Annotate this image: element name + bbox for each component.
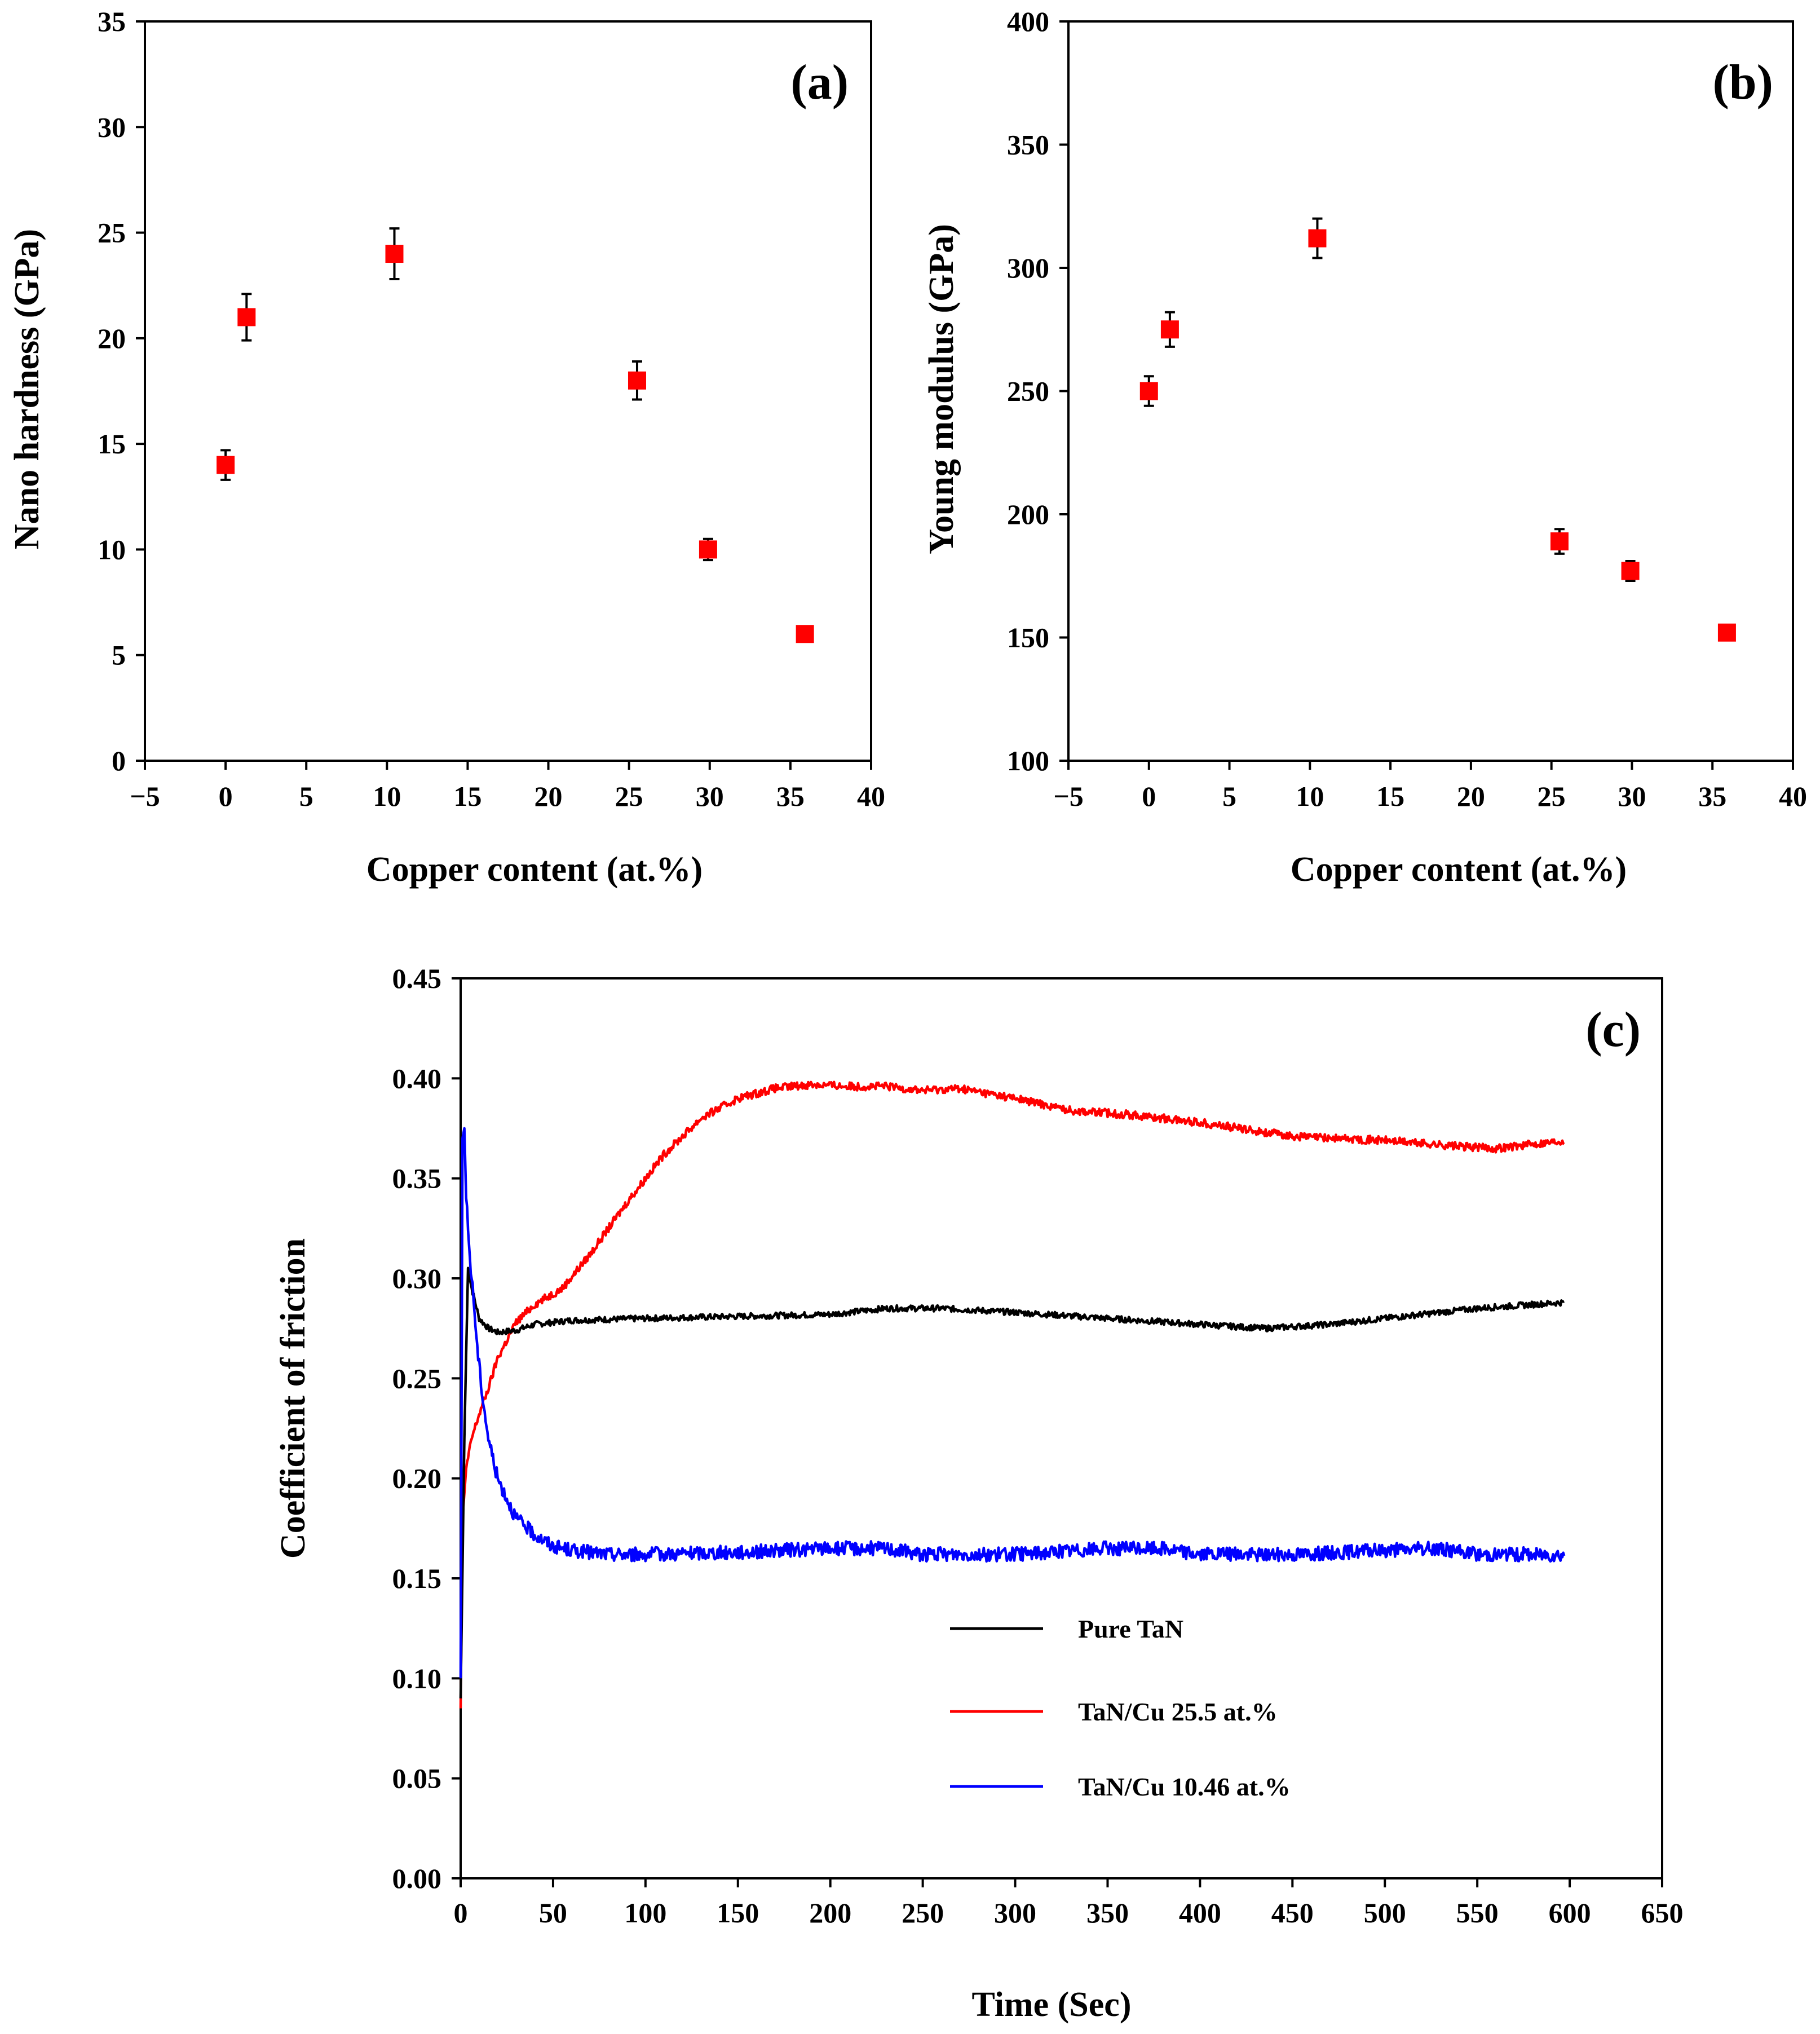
panel-b-modulus-chart: Young modulus (GPa) Copper content (at.%…: [922, 6, 1807, 889]
panel-b-x-tick-label: 0: [1142, 780, 1156, 812]
panel-c-x-tick-label: 50: [539, 1897, 567, 1929]
panel-a-y-tick-label: 25: [98, 217, 126, 249]
panel-c-x-tick-label: 200: [809, 1897, 851, 1929]
panel-b-data-point: [1550, 532, 1569, 551]
panel-a-hardness-chart: Nano hardness (GPa) Copper content (at.%…: [8, 6, 885, 889]
panel-b-data-point: [1717, 623, 1736, 642]
panel-a-x-tick-label: 30: [696, 780, 724, 812]
panel-c-x-tick-label: 650: [1641, 1897, 1684, 1929]
panel-b-data-point: [1139, 382, 1158, 400]
panel-a-y-tick-label: 10: [98, 533, 126, 565]
panel-a-y-tick-label: 0: [112, 745, 126, 776]
panel-a-y-tick-label: 5: [112, 639, 126, 671]
panel-a-x-axis-title: Copper content (at.%): [366, 850, 703, 889]
series-line-tan-cu-10-46-at-: [459, 1127, 1566, 1679]
panel-c-x-tick-label: 600: [1549, 1897, 1591, 1929]
panel-a-y-tick-label: 30: [98, 111, 126, 143]
panel-c-y-tick-label: 0.40: [392, 1062, 442, 1094]
panel-b-x-tick-label: 20: [1457, 780, 1485, 812]
panel-b-y-tick-label: 300: [1007, 252, 1049, 284]
panel-c-y-tick-label: 0.05: [392, 1763, 442, 1794]
panel-b-x-tick-label: −5: [1053, 780, 1084, 812]
panel-c-friction-chart: Coefficient of friction Time (Sec) (c) P…: [274, 963, 1684, 2024]
panel-b-data-point: [1160, 320, 1179, 339]
panel-a-data-point: [217, 456, 235, 474]
panel-c-y-tick-label: 0.25: [392, 1362, 442, 1394]
panel-a-data-point: [699, 540, 717, 559]
panel-b-data-point: [1621, 562, 1640, 580]
panel-c-y-axis-title: Coefficient of friction: [274, 1238, 312, 1559]
panel-c-x-tick-label: 100: [624, 1897, 666, 1929]
panel-b-x-tick-label: 30: [1618, 780, 1646, 812]
panel-a-x-tick-label: −5: [130, 780, 160, 812]
panel-c-legend: Pure TaN TaN/Cu 25.5 at.% TaN/Cu 10.46 a…: [950, 1614, 1291, 1801]
panel-a-x-tick-label: 0: [219, 780, 233, 812]
panel-a-x-tick-label: 20: [534, 780, 563, 812]
panel-b-x-tick-label: 10: [1296, 780, 1324, 812]
panel-c-x-tick-label: 450: [1271, 1897, 1314, 1929]
panel-a-data-point: [796, 625, 814, 643]
legend-label-tan-cu-25-5: TaN/Cu 25.5 at.%: [1078, 1697, 1278, 1726]
panel-c-x-tick-label: 150: [717, 1897, 759, 1929]
panel-b-y-tick-label: 250: [1007, 376, 1049, 407]
panel-a-data-point: [628, 371, 646, 390]
panel-b-data-point: [1308, 229, 1327, 248]
panel-c-x-tick-label: 550: [1456, 1897, 1499, 1929]
panel-a-plot-frame: [144, 20, 872, 762]
panel-a-x-tick-label: 10: [373, 780, 401, 812]
panel-b-x-tick-label: 25: [1538, 780, 1566, 812]
panel-b-label: (b): [1712, 55, 1773, 110]
panel-c-y-tick-label: 0.45: [392, 963, 442, 994]
panel-b-x-tick-label: 5: [1222, 780, 1236, 812]
panel-a-data-point: [385, 245, 404, 263]
series-line-pure-tan: [459, 1267, 1565, 1698]
panel-a-y-tick-label: 20: [98, 323, 126, 354]
panel-c-x-tick-label: 250: [902, 1897, 944, 1929]
legend-label-pure-tan: Pure TaN: [1078, 1614, 1183, 1643]
panel-c-x-tick-label: 500: [1364, 1897, 1406, 1929]
panel-b-x-tick-label: 35: [1698, 780, 1726, 812]
panel-c-y-tick-label: 0.15: [392, 1563, 442, 1594]
panel-c-x-tick-label: 400: [1179, 1897, 1221, 1929]
panel-c-x-tick-label: 0: [454, 1897, 468, 1929]
panel-a-y-tick-label: 15: [98, 428, 126, 460]
panel-c-x-axis-title: Time (Sec): [972, 1986, 1132, 2024]
panel-b-y-tick-label: 200: [1007, 498, 1049, 530]
panel-a-x-tick-label: 15: [453, 780, 481, 812]
legend-label-tan-cu-10-46: TaN/Cu 10.46 at.%: [1078, 1772, 1291, 1801]
panel-c-y-tick-label: 0.20: [392, 1463, 442, 1494]
panel-a-x-tick-label: 40: [857, 780, 885, 812]
panel-c-series-layer: [459, 1080, 1566, 1709]
panel-b-x-tick-label: 15: [1376, 780, 1404, 812]
panel-a-y-axis-title: Nano hardness (GPa): [8, 229, 46, 549]
panel-a-label: (a): [790, 55, 849, 110]
panel-b-y-tick-label: 350: [1007, 129, 1049, 161]
panel-a-x-tick-label: 5: [299, 780, 313, 812]
panel-c-x-tick-label: 350: [1086, 1897, 1129, 1929]
panel-c-y-tick-label: 0.00: [392, 1863, 442, 1894]
series-line-tan-cu-25-5-at-: [459, 1080, 1565, 1709]
panel-b-y-tick-label: 400: [1007, 6, 1049, 37]
panel-a-y-tick-label: 35: [98, 6, 126, 37]
panel-c-y-tick-label: 0.35: [392, 1163, 442, 1194]
panel-c-y-tick-label: 0.10: [392, 1662, 442, 1694]
panel-b-y-tick-label: 100: [1007, 745, 1049, 776]
panel-a-data-point: [237, 308, 256, 327]
panel-b-x-axis-title: Copper content (at.%): [1291, 850, 1627, 889]
panel-c-x-tick-label: 300: [994, 1897, 1036, 1929]
panel-b-y-axis-title: Young modulus (GPa): [922, 224, 961, 554]
panel-b-y-tick-label: 150: [1007, 622, 1049, 654]
panel-c-y-tick-label: 0.30: [392, 1263, 442, 1294]
panel-b-x-tick-label: 40: [1779, 780, 1807, 812]
panel-a-x-tick-label: 25: [615, 780, 643, 812]
panel-c-label: (c): [1585, 1003, 1641, 1057]
panel-a-x-tick-label: 35: [776, 780, 805, 812]
